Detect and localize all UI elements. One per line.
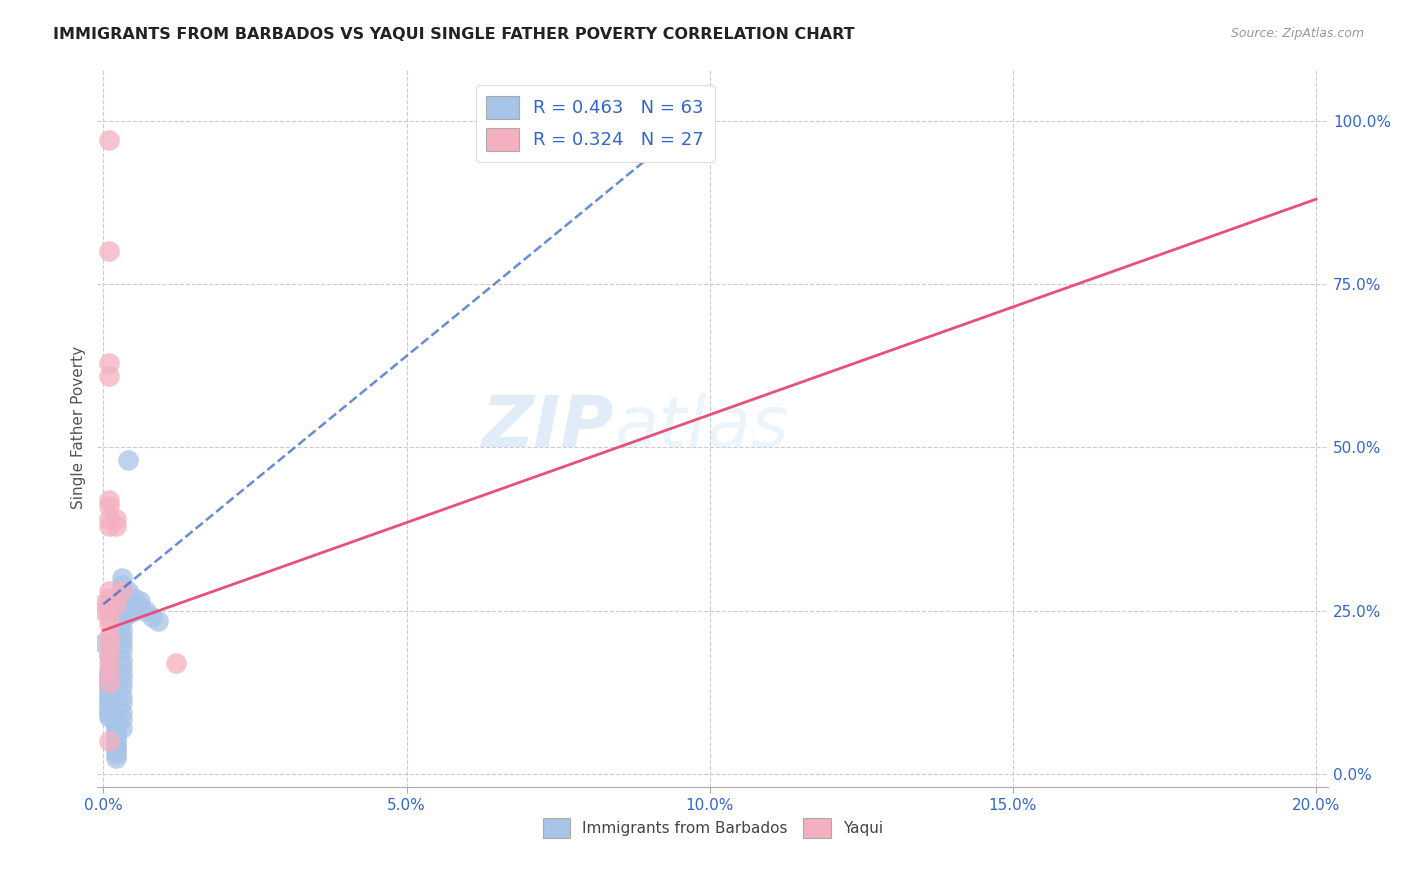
Point xyxy=(110,659,132,673)
Point xyxy=(98,665,121,680)
Point xyxy=(104,747,127,762)
Point xyxy=(98,698,121,713)
Point xyxy=(98,734,121,748)
Point xyxy=(104,724,127,739)
Point xyxy=(98,591,121,605)
Point xyxy=(110,584,132,599)
Point xyxy=(110,722,132,736)
Point xyxy=(104,718,127,732)
Point xyxy=(98,616,121,631)
Point xyxy=(110,597,132,611)
Point xyxy=(128,600,150,615)
Point xyxy=(98,685,121,699)
Point xyxy=(98,649,121,664)
Text: ZIP: ZIP xyxy=(482,393,614,462)
Point xyxy=(110,643,132,657)
Point xyxy=(104,728,127,742)
Text: atlas: atlas xyxy=(614,393,789,462)
Point xyxy=(110,636,132,650)
Point xyxy=(104,750,127,764)
Point xyxy=(98,679,121,693)
Point xyxy=(110,630,132,644)
Point xyxy=(98,355,121,369)
Point xyxy=(104,731,127,746)
Point xyxy=(98,709,121,723)
Point xyxy=(98,133,121,147)
Point xyxy=(98,646,121,660)
Point xyxy=(98,610,121,624)
Point xyxy=(104,734,127,748)
Point xyxy=(98,708,121,723)
Point xyxy=(135,604,157,618)
Point xyxy=(110,607,132,621)
Point xyxy=(98,673,121,687)
Point xyxy=(104,744,127,758)
Legend: Immigrants from Barbados, Yaqui: Immigrants from Barbados, Yaqui xyxy=(537,813,889,844)
Point xyxy=(110,577,132,591)
Point xyxy=(104,714,127,729)
Point xyxy=(110,679,132,693)
Point xyxy=(117,453,139,467)
Point xyxy=(110,665,132,680)
Point xyxy=(146,614,169,628)
Point xyxy=(98,689,121,703)
Point xyxy=(98,584,121,599)
Point xyxy=(117,597,139,611)
Point xyxy=(98,675,121,690)
Point xyxy=(110,689,132,703)
Point xyxy=(110,584,132,599)
Point xyxy=(110,712,132,726)
Point xyxy=(104,518,127,533)
Point xyxy=(98,636,121,650)
Point xyxy=(93,604,115,618)
Point xyxy=(110,673,132,687)
Point xyxy=(98,702,121,716)
Point xyxy=(98,663,121,677)
Point xyxy=(98,518,121,533)
Text: Source: ZipAtlas.com: Source: ZipAtlas.com xyxy=(1230,27,1364,40)
Point xyxy=(110,571,132,585)
Point xyxy=(98,656,121,670)
Point xyxy=(98,512,121,526)
Point xyxy=(98,500,121,514)
Text: IMMIGRANTS FROM BARBADOS VS YAQUI SINGLE FATHER POVERTY CORRELATION CHART: IMMIGRANTS FROM BARBADOS VS YAQUI SINGLE… xyxy=(53,27,855,42)
Point xyxy=(110,705,132,719)
Point xyxy=(165,656,187,670)
Point xyxy=(98,692,121,706)
Point xyxy=(141,610,163,624)
Point xyxy=(110,653,132,667)
Point xyxy=(104,741,127,756)
Point xyxy=(104,597,127,611)
Point xyxy=(98,695,121,709)
Point xyxy=(110,624,132,638)
Point xyxy=(98,492,121,507)
Point xyxy=(98,368,121,383)
Point xyxy=(98,600,121,615)
Point xyxy=(122,597,145,611)
Point xyxy=(122,604,145,618)
Point xyxy=(98,665,121,680)
Point xyxy=(98,630,121,644)
Point xyxy=(117,584,139,599)
Point xyxy=(122,591,145,605)
Point xyxy=(98,682,121,697)
Point xyxy=(104,512,127,526)
Point xyxy=(110,695,132,709)
Point xyxy=(98,705,121,719)
Point xyxy=(104,722,127,736)
Point xyxy=(117,607,139,621)
Point xyxy=(93,636,115,650)
Point xyxy=(93,597,115,611)
Point xyxy=(98,669,121,683)
Point xyxy=(104,738,127,752)
Point xyxy=(128,594,150,608)
Y-axis label: Single Father Poverty: Single Father Poverty xyxy=(72,346,86,509)
Point xyxy=(98,675,121,690)
Point xyxy=(98,244,121,259)
Point xyxy=(104,712,127,726)
Point xyxy=(110,614,132,628)
